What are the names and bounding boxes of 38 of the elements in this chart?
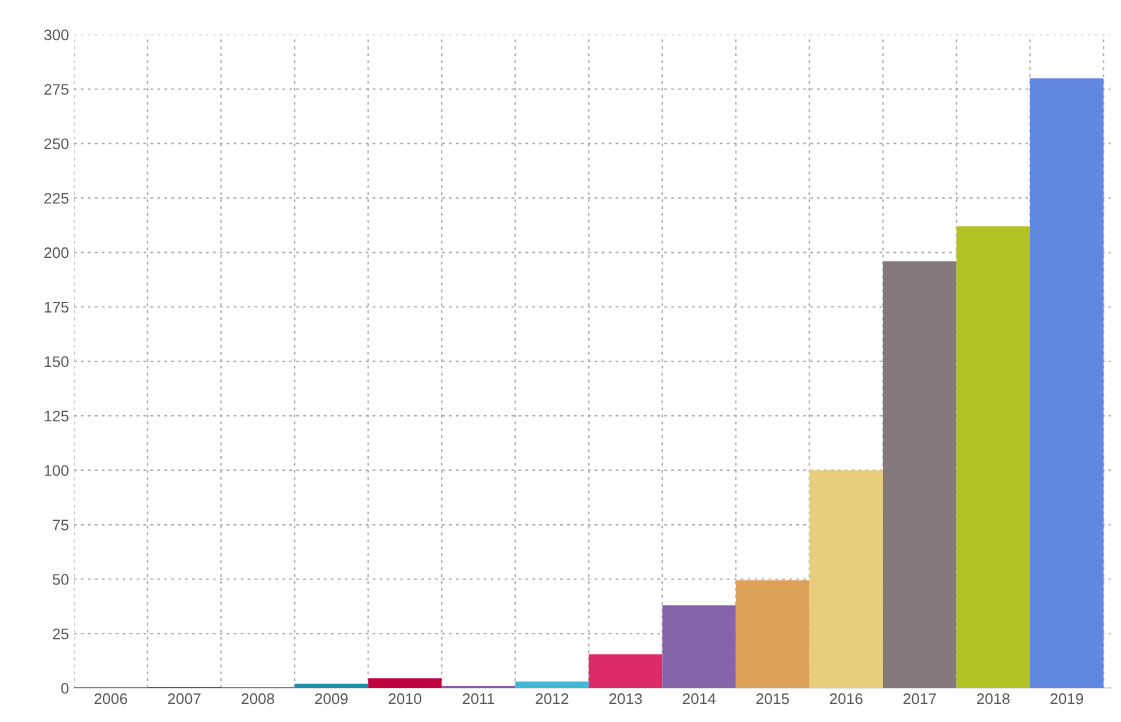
- bar: [294, 683, 369, 689]
- y-tick-label: 75: [52, 519, 69, 531]
- bar: [588, 654, 663, 689]
- bar: [368, 678, 442, 689]
- y-tick-label: 300: [44, 29, 69, 41]
- y-tick-label: 100: [44, 465, 69, 476]
- y-tick-label: 0: [61, 682, 69, 694]
- y-tick-label: 225: [44, 192, 69, 204]
- y-tick-label: 200: [44, 247, 69, 259]
- x-tick-label: 2010: [388, 693, 422, 705]
- x-tick-label: 2019: [1050, 693, 1084, 705]
- x-tick-label: 2015: [756, 693, 789, 705]
- bar: [735, 580, 810, 689]
- y-tick-label: 50: [52, 574, 69, 585]
- y-tick-label: 150: [44, 356, 69, 368]
- y-tick-label: 275: [44, 83, 69, 95]
- bar: [809, 470, 883, 689]
- x-tick-label: 2016: [829, 693, 863, 705]
- y-tick-label: 250: [44, 138, 69, 150]
- bar: [956, 226, 1031, 689]
- x-tick-label: 2011: [462, 693, 495, 705]
- bar: [1030, 78, 1104, 689]
- y-tick-label: 25: [52, 628, 69, 640]
- x-tick-label: 2018: [977, 693, 1010, 705]
- x-tick-label: 2012: [535, 693, 569, 705]
- y-tick-label: 125: [44, 410, 69, 422]
- bar: [882, 261, 957, 689]
- bar: [662, 605, 736, 689]
- x-tick-label: 2007: [168, 693, 201, 705]
- x-tick-label: 2008: [241, 693, 275, 705]
- x-tick-label: 2009: [315, 693, 348, 705]
- x-tick-label: 2014: [682, 693, 716, 705]
- bar: [441, 685, 516, 689]
- bar: [515, 681, 589, 689]
- x-tick-label: 2006: [94, 693, 128, 705]
- x-tick-label: 2017: [903, 693, 936, 705]
- y-tick-label: 175: [44, 301, 69, 313]
- x-tick-label: 2013: [609, 693, 642, 705]
